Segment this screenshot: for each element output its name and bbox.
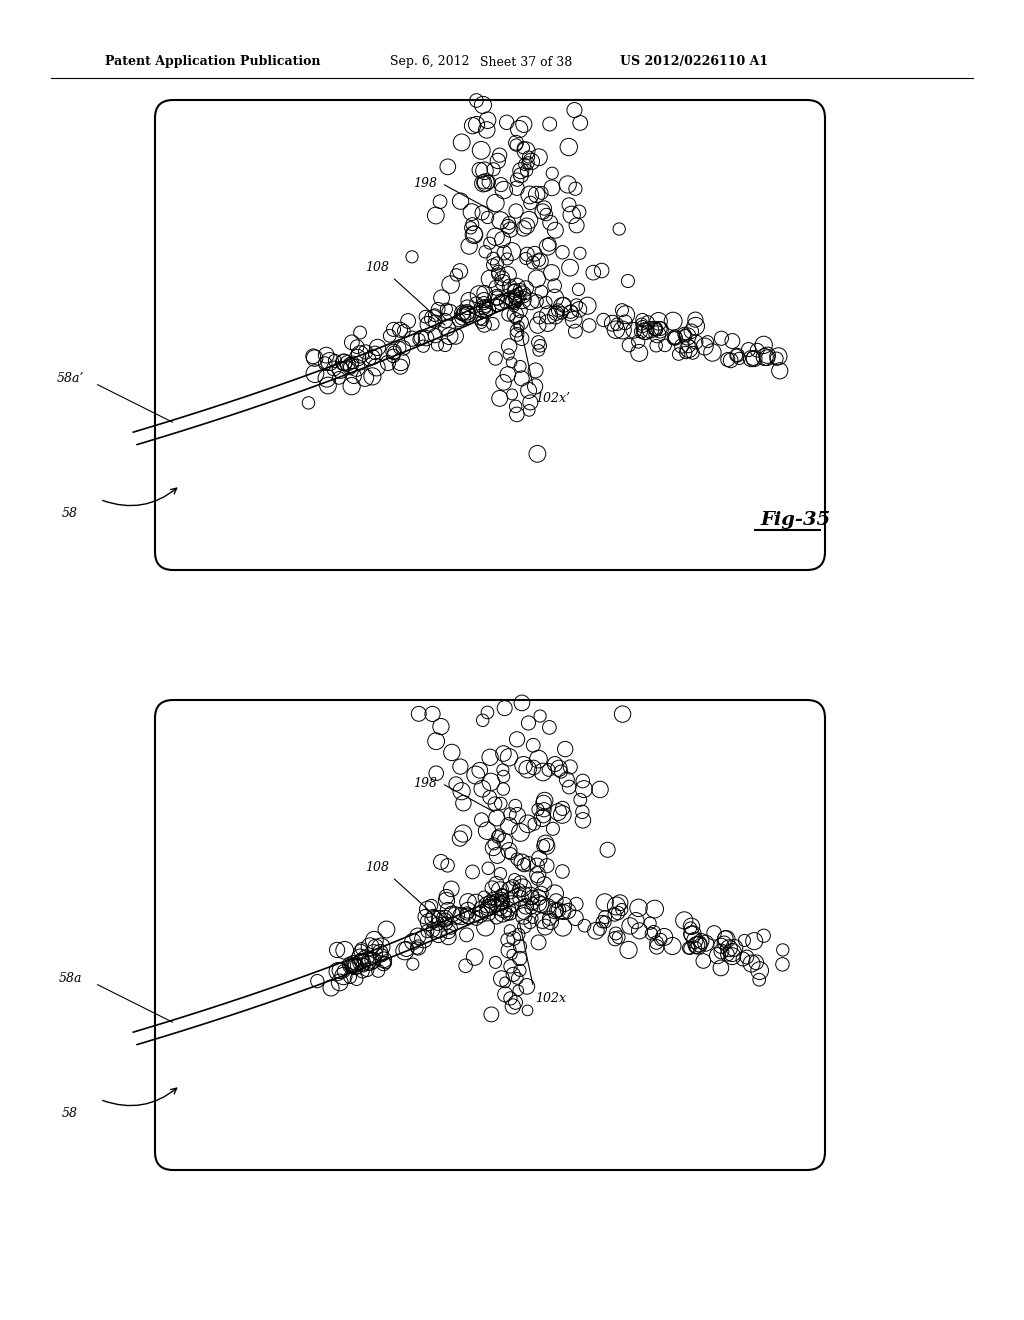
Text: 108: 108 — [366, 261, 389, 275]
Text: Sep. 6, 2012: Sep. 6, 2012 — [390, 55, 469, 69]
Text: Sheet 37 of 38: Sheet 37 of 38 — [480, 55, 572, 69]
Text: 198: 198 — [413, 177, 437, 190]
Text: 198: 198 — [413, 777, 437, 789]
Text: US 2012/0226110 A1: US 2012/0226110 A1 — [620, 55, 768, 69]
Text: 102x’: 102x’ — [536, 392, 570, 405]
Text: 58a’: 58a’ — [56, 372, 84, 385]
FancyBboxPatch shape — [155, 700, 825, 1170]
Text: Patent Application Publication: Patent Application Publication — [105, 55, 321, 69]
FancyBboxPatch shape — [155, 100, 825, 570]
Text: 102x: 102x — [536, 993, 566, 1006]
Text: 58: 58 — [62, 1107, 78, 1121]
Text: 108: 108 — [366, 861, 389, 874]
Text: 58a: 58a — [58, 972, 82, 985]
Text: 58: 58 — [62, 507, 78, 520]
Text: Fig-35: Fig-35 — [760, 511, 830, 529]
